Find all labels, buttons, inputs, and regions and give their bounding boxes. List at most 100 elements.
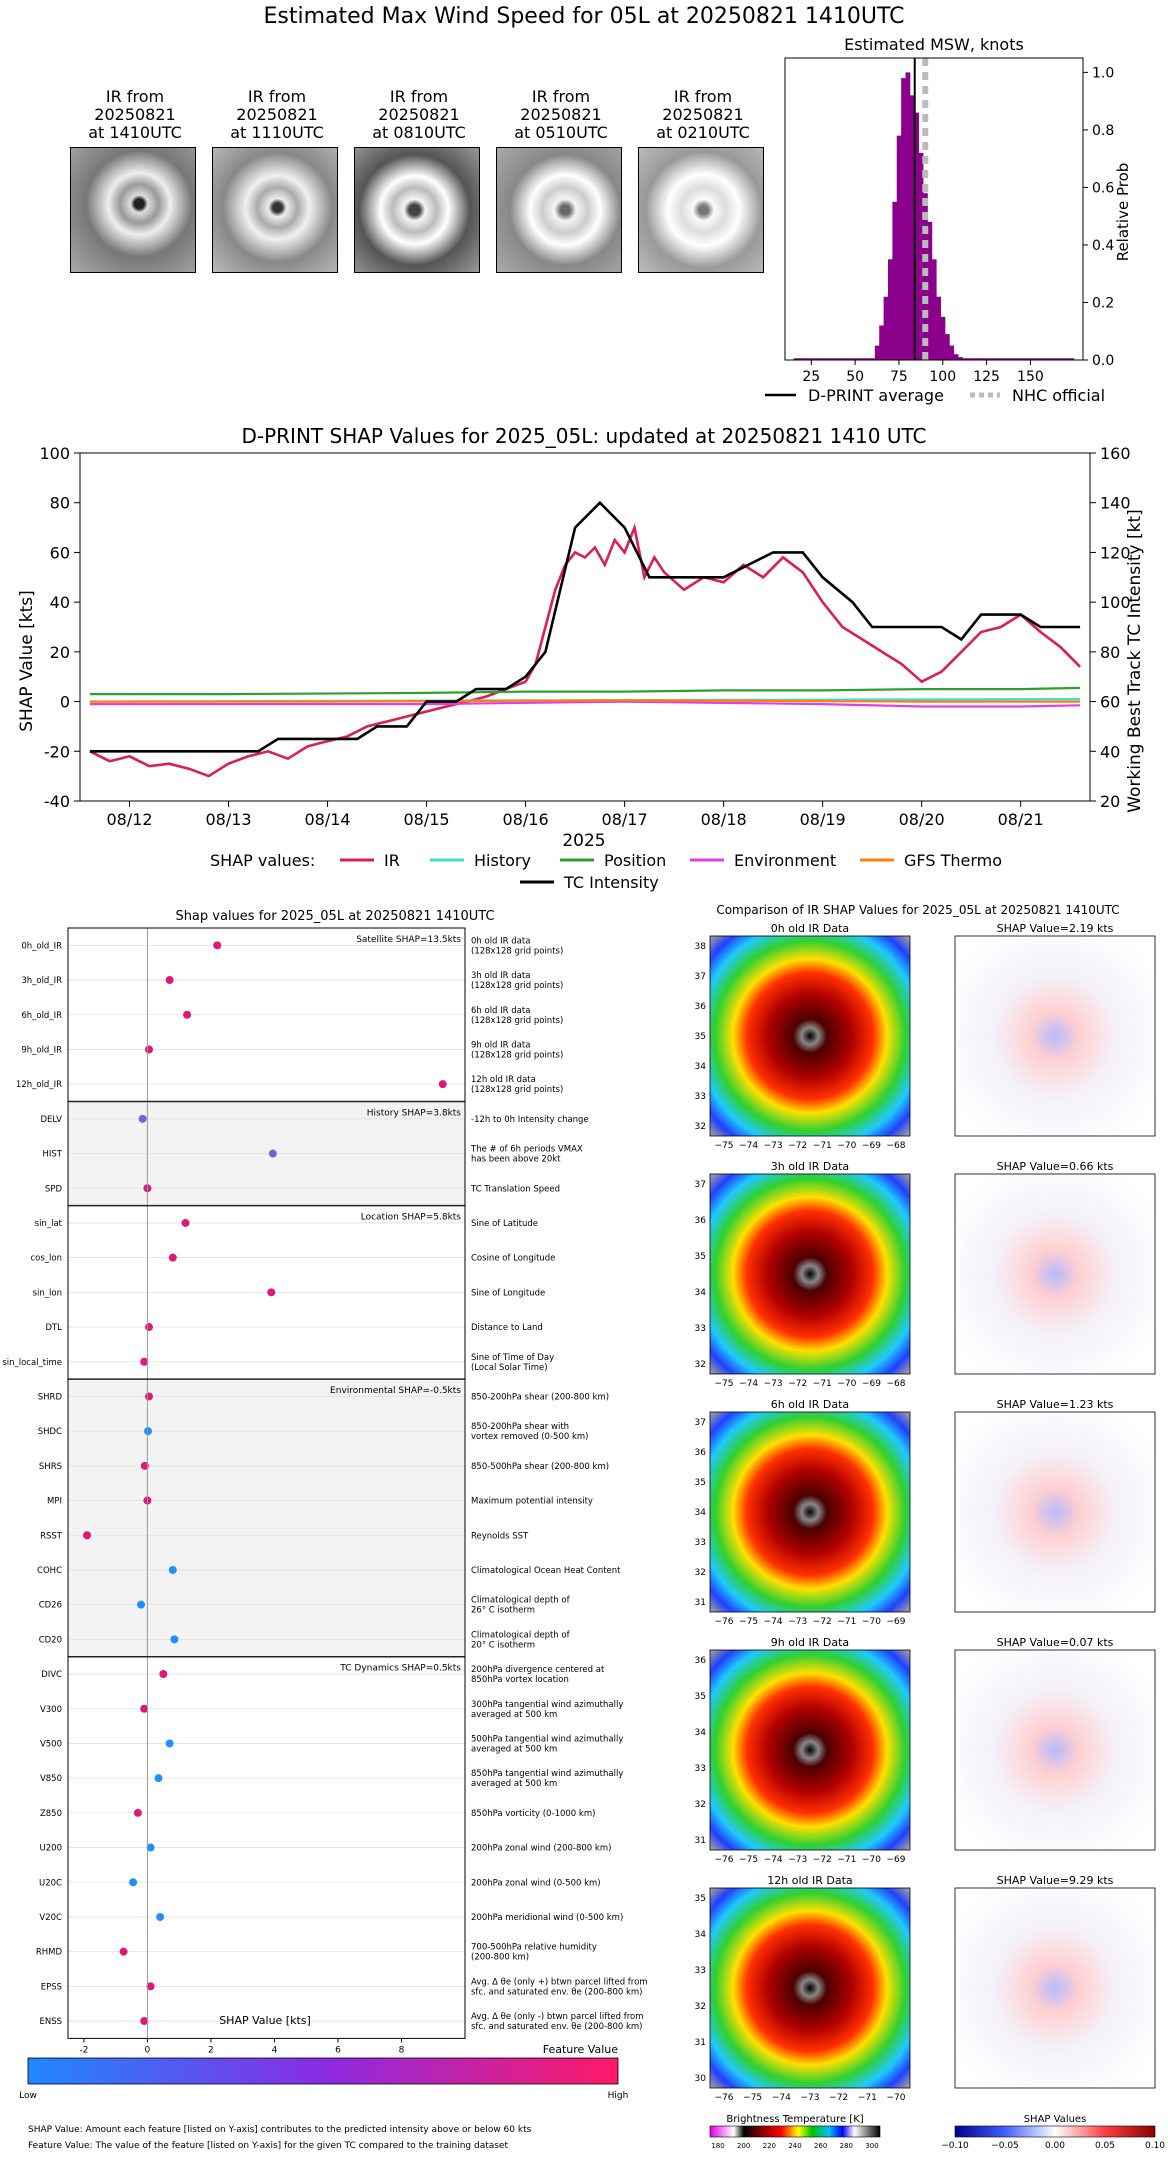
feature-point: [133, 1808, 142, 1817]
page-title: Estimated Max Wind Speed for 05L at 2025…: [263, 4, 905, 29]
feature-desc: 200hPa divergence centered at: [471, 1665, 605, 1675]
ir-ytick-label: 33: [695, 1538, 706, 1548]
feature-point: [170, 1635, 179, 1644]
feature-point: [168, 1253, 177, 1262]
ts-title: D-PRINT SHAP Values for 2025_05L: update…: [241, 424, 926, 448]
ir-ytick-label: 36: [695, 1002, 707, 1012]
feature-desc: 300hPa tangential wind azimuthally: [471, 1700, 623, 1710]
feature-point: [138, 1114, 147, 1123]
hist-ytick-label: 1.0: [1092, 65, 1114, 81]
hist-bar: [936, 296, 941, 360]
ir-ytick-label: 36: [695, 1656, 707, 1666]
ir-ytick-label: 30: [695, 2074, 707, 2084]
series-line-tc-intensity: [89, 500, 1081, 753]
ir-ytick-label: 33: [695, 1092, 706, 1102]
hist-xtick-label: 150: [1017, 369, 1044, 385]
ir-xtick-label: −74: [764, 1855, 783, 1865]
ts-ytick-label: -20: [44, 742, 70, 761]
feature-point: [146, 1843, 155, 1852]
ir-ytick-label: 32: [695, 2002, 706, 2012]
bt-colorbar-tick: 200: [737, 2142, 750, 2150]
feature-name: SPD: [45, 1184, 63, 1194]
feature-point: [119, 1947, 128, 1956]
feature-desc: 6h old IR data: [471, 1006, 530, 1016]
feature-group-label: Satellite SHAP=13.5kts: [356, 935, 461, 945]
feature-name: sin_local_time: [2, 1358, 62, 1368]
colorbar-high: High: [608, 2091, 629, 2101]
ir-xtick-label: −70: [862, 1855, 881, 1865]
hist-bar: [940, 316, 946, 360]
feature-desc: 0h old IR data: [471, 936, 530, 946]
feature-desc: 3h old IR data: [471, 971, 530, 981]
hist-bar: [949, 345, 955, 360]
feature-desc: (Local Solar Time): [471, 1363, 548, 1373]
hist-bar: [879, 325, 885, 360]
ir-ytick-label: 37: [695, 1180, 706, 1190]
feature-desc: 850hPa tangential wind azimuthally: [471, 1769, 623, 1779]
feature-desc: 200hPa zonal wind (200-800 km): [471, 1844, 611, 1854]
feature-desc: 20° C isotherm: [471, 1640, 535, 1650]
ir-xtick-label: −68: [887, 1379, 906, 1389]
hist-ylabel: Relative Prob: [1114, 163, 1132, 262]
shap-colorbar-title: SHAP Values: [1024, 2114, 1087, 2125]
shap-panel-title: SHAP Value=2.19 kts: [997, 922, 1114, 935]
ir-ytick-label: 34: [695, 1930, 707, 1940]
feature-desc: averaged at 500 km: [471, 1710, 557, 1720]
ir-thumb-label: IR from 20250821 at 0510UTC: [514, 87, 608, 142]
ts-y2tick-label: 40: [1100, 742, 1120, 761]
feature-desc: 700-500hPa relative humidity: [471, 1943, 597, 1953]
ir-xtick-label: −69: [887, 1855, 906, 1865]
ir-xtick-label: −69: [887, 1617, 906, 1627]
feature-name: DTL: [46, 1323, 63, 1333]
feature-desc: -12h to 0h Intensity change: [471, 1115, 589, 1125]
ir-panel-title: 12h old IR Data: [767, 1874, 852, 1887]
ir-xtick-label: −75: [715, 1141, 734, 1151]
ts-legend-label: Environment: [734, 851, 836, 870]
hist-bar: [958, 357, 963, 360]
feature-group-band: [68, 1379, 465, 1657]
feature-desc: 500hPa tangential wind azimuthally: [471, 1734, 623, 1744]
shap-colorbar-tick: −0.05: [991, 2141, 1019, 2151]
feature-desc: 9h old IR data: [471, 1040, 530, 1050]
ir-xtick-label: −72: [788, 1141, 807, 1151]
ir-ytick-label: 34: [695, 1288, 707, 1298]
ir-thumbnail-image: [70, 147, 196, 273]
feature-desc: sfc. and saturated env. θe (200-800 km): [471, 2022, 643, 2032]
shap-timeseries-chart: D-PRINT SHAP Values for 2025_05L: update…: [17, 424, 1145, 892]
feature-name: RSST: [40, 1531, 63, 1541]
bt-colorbar-tick: 220: [763, 2142, 776, 2150]
feature-group-label: Environmental SHAP=-0.5kts: [330, 1386, 461, 1396]
hist-bar: [892, 201, 898, 360]
feature-desc: (128x128 grid points): [471, 981, 563, 991]
ir-ytick-label: 32: [695, 1568, 706, 1578]
feature-name: SHDC: [38, 1427, 62, 1437]
ir-ytick-label: 35: [695, 1032, 706, 1042]
feature-name: V300: [40, 1705, 62, 1715]
feature-point: [268, 1149, 277, 1158]
hist-bar: [953, 354, 959, 360]
hist-frame: [784, 57, 1084, 361]
shap-colorbar-tick: −0.10: [941, 2141, 969, 2151]
feature-point: [83, 1531, 92, 1540]
ir-panel-title: 3h old IR Data: [771, 1160, 849, 1173]
feature-desc: sfc. and saturated env. θe (200-800 km): [471, 1987, 643, 1997]
feature-name: CD26: [39, 1601, 62, 1611]
ts-legend-label: TC Intensity: [563, 873, 659, 892]
feature-desc: 850hPa vortex location: [471, 1675, 569, 1685]
hist-ytick-label: 0.8: [1092, 123, 1114, 139]
hist-title: Estimated MSW, knots: [844, 35, 1024, 54]
ir-ytick-label: 31: [695, 1598, 706, 1608]
feature-desc: The # of 6h periods VMAX: [470, 1145, 583, 1155]
feature-xtick-label: 8: [399, 2045, 405, 2055]
ts-xtick-label: 08/15: [404, 810, 450, 829]
hist-legend: D-PRINT average NHC official: [765, 386, 1105, 405]
ts-ylabel: SHAP Value [kts]: [17, 590, 37, 732]
feature-name: HIST: [43, 1150, 63, 1160]
ir-xtick-label: −70: [837, 1379, 856, 1389]
shap-panel-title: SHAP Value=0.66 kts: [997, 1160, 1114, 1173]
feature-point: [129, 1878, 138, 1887]
feature-desc: Sine of Longitude: [471, 1288, 545, 1298]
ir-xtick-label: −71: [813, 1379, 832, 1389]
hist-bar: [887, 259, 893, 360]
ir-xtick-label: −76: [715, 1855, 734, 1865]
